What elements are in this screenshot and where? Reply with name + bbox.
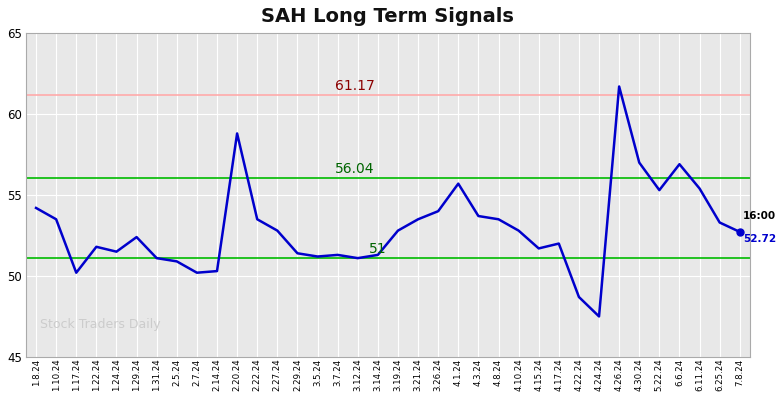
Text: 16:00: 16:00: [742, 211, 776, 220]
Text: 52.72: 52.72: [742, 234, 776, 244]
Text: 51: 51: [369, 242, 387, 256]
Text: Stock Traders Daily: Stock Traders Daily: [41, 318, 161, 331]
Text: 61.17: 61.17: [335, 79, 375, 93]
Title: SAH Long Term Signals: SAH Long Term Signals: [262, 7, 514, 26]
Text: 56.04: 56.04: [335, 162, 374, 176]
